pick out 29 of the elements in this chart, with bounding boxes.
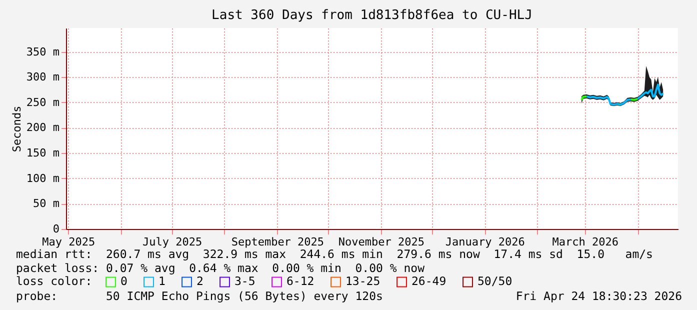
- y-tick-label: 200 m: [26, 121, 60, 134]
- legend-label: 0: [120, 274, 128, 288]
- legend-label: 26-49: [412, 274, 446, 288]
- x-tick-label: January 2026: [445, 236, 525, 248]
- legend-title: loss color:: [16, 274, 92, 288]
- x-tick-label: March 2026: [552, 236, 619, 248]
- text: packet loss: 0.07 % avg 0.64 % max 0.00 % min 0.00 % now: [16, 261, 424, 275]
- y-tick-label: 150 m: [26, 146, 60, 160]
- x-tick-label: November 2025: [338, 236, 424, 248]
- y-tick-label: 250 m: [26, 96, 60, 109]
- x-tick-label: July 2025: [142, 236, 202, 248]
- legend-label: 6-12: [286, 274, 314, 288]
- text: probe: 50 ICMP Echo Pings (56 Bytes) every 120s: [16, 289, 383, 303]
- legend-label: 3-5: [234, 274, 256, 288]
- y-axis-title: Seconds: [10, 106, 24, 152]
- legend-label: 13-25: [346, 274, 380, 288]
- legend-label: 50/50: [478, 274, 512, 288]
- chart-title: Last 360 Days from 1d813fb8f6ea to CU-HLJ: [212, 8, 532, 23]
- text: median rtt: 260.7 ms avg 322.9 ms max 244.6 ms min 279.6 ms now 17.4 ms sd 15.0 am/s: [16, 247, 653, 261]
- x-tick-label: September 2025: [231, 236, 324, 248]
- legend-label: 1: [158, 274, 166, 288]
- y-tick-label: 0: [52, 222, 60, 236]
- x-tick-label: May 2025: [42, 236, 96, 248]
- y-tick-label: 50 m: [33, 197, 60, 210]
- legend-label: 2: [196, 274, 204, 288]
- text: Fri Apr 24 18:30:23 2026: [516, 289, 682, 303]
- y-tick-label: 350 m: [26, 45, 60, 58]
- y-tick-label: 300 m: [26, 70, 60, 84]
- y-tick-label: 100 m: [26, 172, 60, 185]
